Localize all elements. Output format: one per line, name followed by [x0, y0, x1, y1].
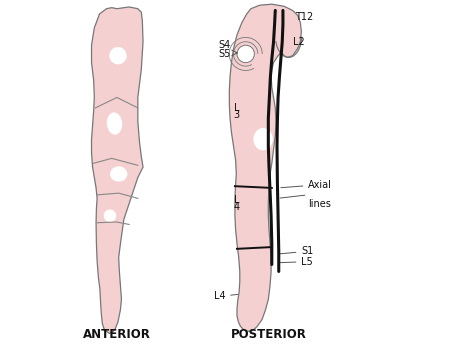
Text: L5: L5	[280, 257, 313, 267]
Text: L4: L4	[214, 292, 238, 301]
Ellipse shape	[107, 112, 122, 135]
Ellipse shape	[254, 128, 273, 150]
Text: 4: 4	[234, 202, 240, 212]
Text: S5: S5	[219, 49, 231, 59]
Ellipse shape	[104, 209, 116, 222]
Text: POSTERIOR: POSTERIOR	[230, 328, 306, 341]
Text: L: L	[234, 195, 239, 205]
Text: T12: T12	[295, 13, 314, 22]
Text: ANTERIOR: ANTERIOR	[83, 328, 151, 341]
Text: L2: L2	[292, 37, 304, 47]
Ellipse shape	[110, 166, 128, 182]
Text: S4: S4	[219, 40, 231, 50]
Text: L: L	[234, 103, 239, 113]
Polygon shape	[91, 7, 143, 333]
Polygon shape	[229, 4, 301, 331]
Text: lines: lines	[309, 199, 331, 209]
Circle shape	[237, 45, 255, 63]
Text: 3: 3	[234, 110, 240, 120]
Text: Axial: Axial	[281, 180, 332, 190]
Text: S1: S1	[280, 246, 314, 256]
Ellipse shape	[109, 47, 127, 64]
